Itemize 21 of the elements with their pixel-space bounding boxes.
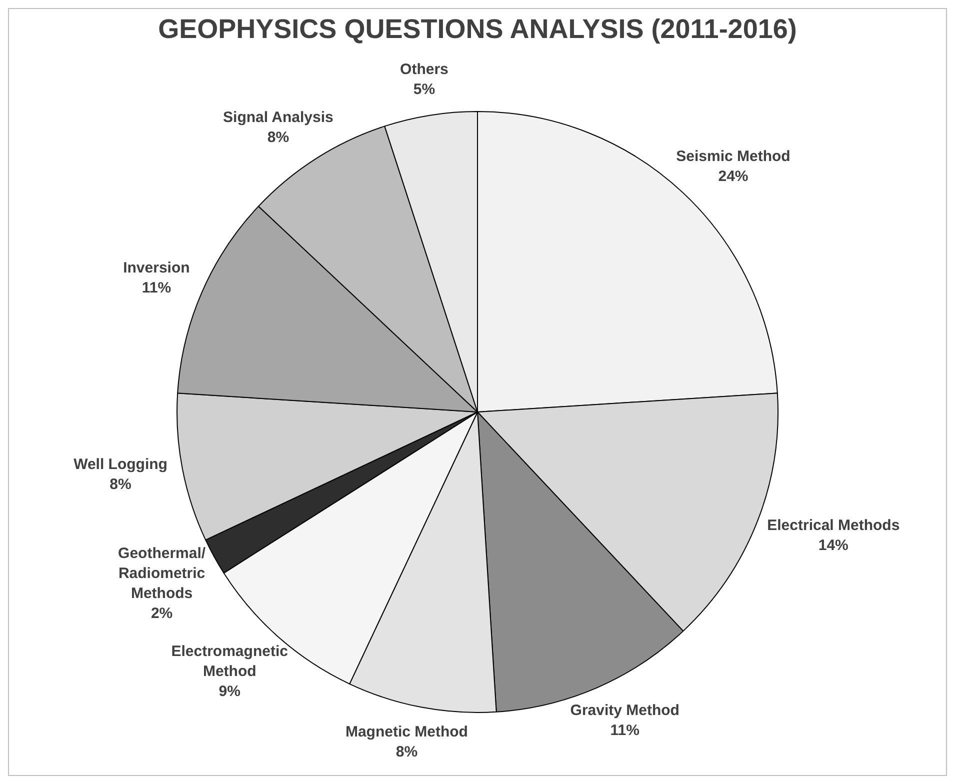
slice-label: Magnetic Method [345, 724, 468, 741]
data-label: 24% [718, 168, 748, 185]
slice-label: Well Logging [74, 456, 168, 474]
slice-label: Signal Analysis [223, 109, 334, 126]
slice-label: Gravity Method [570, 702, 680, 719]
slice-label: Electromagnetic Method [171, 643, 288, 680]
data-label: 11% [610, 722, 640, 739]
data-label: 8% [267, 129, 290, 146]
data-label: 8% [110, 476, 132, 494]
slice-label: Inversion [123, 260, 190, 276]
data-label: 11% [142, 280, 172, 296]
data-label: 9% [218, 683, 240, 700]
chart-title: GEOPHYSICS QUESTIONS ANALYSIS (2011-2016) [157, 13, 798, 46]
slice-label: Electrical Methods [767, 517, 900, 534]
slice-label: Seismic Method [676, 148, 790, 165]
slice-label: Others [400, 60, 448, 78]
data-label: 2% [150, 604, 173, 622]
data-label: 5% [413, 80, 436, 98]
slice-label: Geothermal/ Radiometric Methods [118, 544, 206, 602]
data-label: 8% [396, 744, 418, 761]
data-label: 14% [818, 537, 848, 554]
